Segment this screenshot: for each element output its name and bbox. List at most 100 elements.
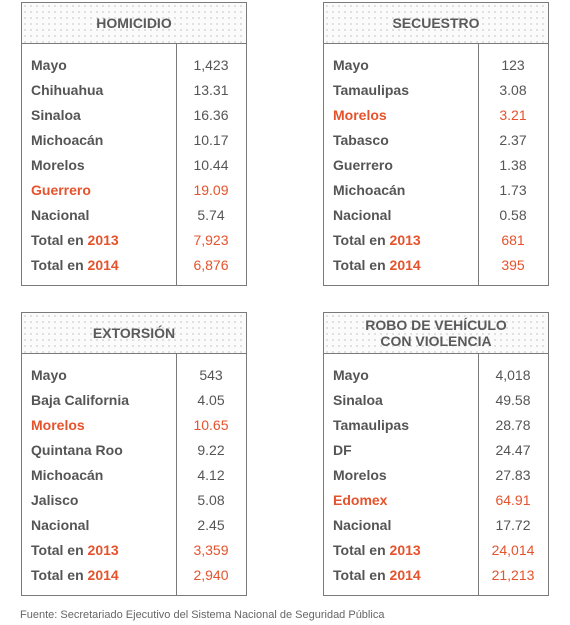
- row-value: 16.36: [193, 106, 229, 123]
- card-homicidio: HOMICIDIO Mayo 1,423 Chihuahua 13.31 Sinal…: [21, 2, 247, 286]
- row-value: 10.65: [193, 416, 229, 433]
- table-row: Sinaloa 16.36: [22, 102, 246, 127]
- row-value: 2.37: [499, 131, 527, 148]
- table-row: Mayo 543: [22, 362, 246, 387]
- row-label: Chihuahua: [31, 81, 104, 98]
- total-value: 21,213: [491, 566, 535, 583]
- row-value: 64.91: [495, 491, 531, 508]
- total-row-2014: Total en 2014 395: [324, 252, 548, 277]
- table-row-highlight: Morelos 3.21: [324, 102, 548, 127]
- row-label: Guerrero: [31, 181, 91, 198]
- row-label: Michoacán: [31, 131, 104, 148]
- total-value: 681: [501, 231, 525, 248]
- row-value: 2.45: [197, 516, 225, 533]
- table-row: Morelos 27.83: [324, 462, 548, 487]
- total-value: 2,940: [193, 566, 229, 583]
- row-value: 1,423: [193, 56, 229, 73]
- table-row: Jalisco 5.08: [22, 487, 246, 512]
- total-label: Total en 2013: [324, 232, 478, 248]
- table-row: Nacional 5.74: [22, 202, 246, 227]
- row-label: Mayo: [31, 56, 67, 73]
- card-table: Mayo 543 Baja California 4.05 Morelos 10.65…: [22, 354, 246, 595]
- row-label: Michoacán: [333, 181, 406, 198]
- row-value: 543: [199, 366, 223, 383]
- total-year: 2013: [389, 541, 421, 558]
- total-row-2014: Total en 2014 21,213: [324, 562, 548, 587]
- card-title: ROBO DE VEHÍCULO CON VIOLENCIA: [324, 313, 548, 354]
- total-label: Total en 2013: [22, 542, 176, 558]
- row-label: Jalisco: [31, 491, 79, 508]
- card-title-line-2: CON VIOLENCIA: [380, 333, 492, 349]
- card-title-text: EXTORSIÓN: [92, 325, 176, 341]
- total-value: 6,876: [193, 256, 229, 273]
- row-label: Nacional: [333, 516, 392, 533]
- total-row-2013: Total en 2013 24,014: [324, 537, 548, 562]
- row-value: 19.09: [193, 181, 229, 198]
- table-row: Nacional 17.72: [324, 512, 548, 537]
- table-row: Michoacán 10.17: [22, 127, 246, 152]
- card-secuestro: SECUESTRO Mayo 123 Tamaulipas 3.08 Morelos…: [323, 2, 549, 286]
- card-robo-vehiculo: ROBO DE VEHÍCULO CON VIOLENCIA Mayo 4,018…: [323, 312, 549, 596]
- table-row: Sinaloa 49.58: [324, 387, 548, 412]
- row-label: Nacional: [333, 206, 392, 223]
- card-table: Mayo 123 Tamaulipas 3.08 Morelos 3.21 Tabas…: [324, 44, 548, 285]
- row-label: Edomex: [333, 491, 388, 508]
- total-label: Total en 2014: [22, 257, 176, 273]
- total-label: Total en 2014: [324, 257, 478, 273]
- row-label: Nacional: [31, 206, 90, 223]
- row-label: Morelos: [31, 416, 85, 433]
- row-label: Mayo: [333, 366, 369, 383]
- table-row: Nacional 0.58: [324, 202, 548, 227]
- row-value: 3.08: [499, 81, 527, 98]
- table-row: Michoacán 4.12: [22, 462, 246, 487]
- table-row-highlight: Guerrero 19.09: [22, 177, 246, 202]
- row-value: 13.31: [193, 81, 229, 98]
- row-label: Baja California: [31, 391, 130, 408]
- table-row-highlight: Morelos 10.65: [22, 412, 246, 437]
- row-value: 27.83: [495, 466, 531, 483]
- total-value: 24,014: [491, 541, 535, 558]
- row-label: Guerrero: [333, 156, 393, 173]
- total-prefix: Total en: [333, 541, 390, 558]
- row-label: Tamaulipas: [333, 81, 409, 98]
- row-value: 4,018: [495, 366, 531, 383]
- table-row: Michoacán 1.73: [324, 177, 548, 202]
- row-value: 4.12: [197, 466, 225, 483]
- row-label: Mayo: [333, 56, 369, 73]
- table-row: Mayo 123: [324, 52, 548, 77]
- table-row: Mayo 1,423: [22, 52, 246, 77]
- row-label: Mayo: [31, 366, 67, 383]
- row-value: 9.22: [197, 441, 225, 458]
- total-prefix: Total en: [31, 256, 88, 273]
- total-year: 2013: [389, 231, 421, 248]
- row-value: 1.38: [499, 156, 527, 173]
- total-prefix: Total en: [333, 256, 390, 273]
- total-year: 2013: [87, 231, 119, 248]
- total-row-2013: Total en 2013 681: [324, 227, 548, 252]
- row-label: Quintana Roo: [31, 441, 123, 458]
- total-label: Total en 2013: [324, 542, 478, 558]
- total-value: 3,359: [193, 541, 229, 558]
- table-row: Guerrero 1.38: [324, 152, 548, 177]
- total-prefix: Total en: [333, 231, 390, 248]
- table-row: Tabasco 2.37: [324, 127, 548, 152]
- table-row: Tamaulipas 3.08: [324, 77, 548, 102]
- card-title: EXTORSIÓN: [22, 313, 246, 354]
- total-year: 2014: [389, 256, 421, 273]
- row-label: Morelos: [333, 466, 387, 483]
- table-row-highlight: Edomex 64.91: [324, 487, 548, 512]
- total-prefix: Total en: [31, 231, 88, 248]
- row-label: Sinaloa: [333, 391, 383, 408]
- card-table: Mayo 1,423 Chihuahua 13.31 Sinaloa 16.36 Mi…: [22, 44, 246, 285]
- card-table: Mayo 4,018 Sinaloa 49.58 Tamaulipas 28.78 D…: [324, 354, 548, 595]
- row-label: Tamaulipas: [333, 416, 409, 433]
- row-value: 28.78: [495, 416, 531, 433]
- row-value: 0.58: [499, 206, 527, 223]
- card-title: HOMICIDIO: [22, 3, 246, 44]
- row-label: Tabasco: [333, 131, 389, 148]
- row-label: Morelos: [333, 106, 387, 123]
- table-row: DF 24.47: [324, 437, 548, 462]
- table-row: Nacional 2.45: [22, 512, 246, 537]
- row-value: 4.05: [197, 391, 225, 408]
- total-year: 2014: [87, 566, 119, 583]
